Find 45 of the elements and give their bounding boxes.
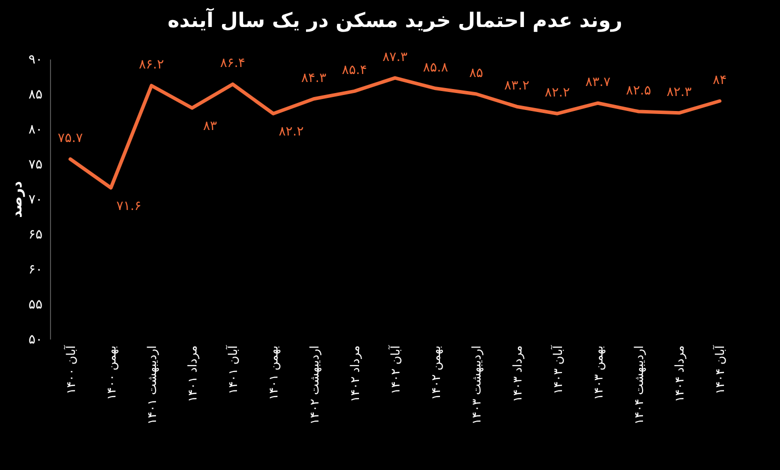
y-axis-title: درصد	[10, 181, 26, 218]
data-label: ۸۶.۲	[138, 58, 164, 73]
y-tick-label: ۹۰	[28, 52, 42, 68]
data-label: ۷۱.۶	[116, 198, 142, 214]
x-tick-label: بهمن ۱۴۰۲	[429, 346, 444, 400]
x-tick-label: مرداد ۱۴۰۱	[186, 346, 200, 402]
y-tick-label: ۸۰	[28, 122, 42, 138]
x-tick-label: اردیبهشت ۱۴۰۱	[144, 346, 159, 425]
y-tick-label: ۵۵	[28, 298, 43, 312]
data-label: ۸۶.۴	[220, 56, 246, 72]
data-label: ۸۳.۷	[585, 75, 610, 90]
data-label: ۸۲.۵	[626, 84, 652, 98]
data-label: ۸۳.۲	[504, 78, 530, 94]
data-label: ۸۲.۳	[666, 84, 692, 100]
data-label: ۸۷.۳	[382, 50, 408, 65]
x-tick-label: اردیبهشت ۱۴۰۴	[632, 346, 646, 425]
data-label: ۸۵.۴	[342, 63, 367, 78]
x-tick-label: آبان ۱۴۰۴	[712, 344, 728, 394]
x-tick-label: مرداد ۱۴۰۳	[510, 346, 524, 402]
x-tick-label: آبان ۱۴۰۳	[550, 344, 565, 394]
data-label: ۸۵.۸	[423, 60, 448, 76]
y-tick-label: ۶۰	[28, 262, 42, 278]
data-label: ۸۲.۲	[278, 124, 304, 140]
data-label: ۸۵	[469, 66, 484, 81]
x-tick-label: اردیبهشت ۱۴۰۳	[470, 346, 484, 425]
y-tick-label: ۶۵	[28, 228, 43, 242]
x-tick-label: آبان ۱۴۰۰	[62, 344, 78, 394]
y-tick-label: ۸۵	[28, 88, 43, 102]
data-label: ۸۴	[712, 73, 727, 88]
data-label: ۸۴.۳	[301, 70, 326, 86]
x-tick-label: بهمن ۱۴۰۳	[591, 346, 606, 400]
x-tick-label: بهمن ۱۴۰۰	[104, 346, 118, 400]
data-label: ۷۵.۷	[58, 131, 83, 146]
x-tick-label: مرداد ۱۴۰۲	[348, 346, 362, 402]
x-tick-label: مرداد ۱۴۰۴	[672, 346, 687, 402]
data-label: ۸۳	[203, 119, 218, 134]
x-tick-label: آبان ۱۴۰۲	[388, 344, 402, 394]
x-tick-label: آبان ۱۴۰۱	[225, 344, 240, 394]
chart-title: روند عدم احتمال خرید مسکن در یک سال آینده	[168, 6, 622, 32]
y-tick-label: ۵۰	[28, 332, 42, 348]
x-tick-label: بهمن ۱۴۰۱	[266, 346, 281, 400]
y-tick-label: ۷۰	[28, 192, 42, 208]
x-tick-label: اردیبهشت ۱۴۰۲	[307, 346, 322, 425]
data-label: ۸۲.۲	[544, 86, 570, 101]
y-tick-label: ۷۵	[28, 158, 43, 172]
